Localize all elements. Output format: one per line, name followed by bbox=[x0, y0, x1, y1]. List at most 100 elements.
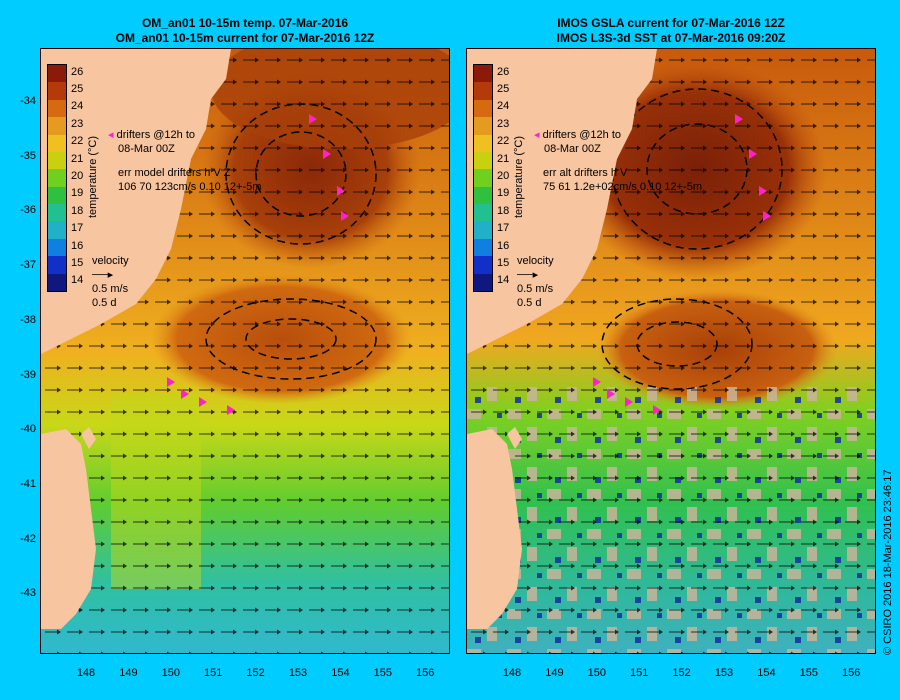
left-velocity-scale: 0.5 m/s bbox=[92, 283, 129, 295]
left-colorbar-swatch bbox=[48, 221, 66, 239]
latitude-tick-label: -41 bbox=[20, 477, 36, 490]
left-colorbar-swatch bbox=[48, 134, 66, 152]
left-colorbar-swatch bbox=[48, 169, 66, 187]
right-longitude-tick-label: 148 bbox=[502, 667, 522, 679]
latitude-tick-label: -34 bbox=[20, 95, 36, 107]
right-drifter-tracks bbox=[593, 114, 771, 415]
right-land-mainland bbox=[467, 49, 657, 354]
right-drifter-legend: ◂ drifters @12h to 08-Mar 00Z bbox=[534, 129, 622, 155]
right-colorbar-label: 15 bbox=[497, 256, 510, 269]
right-colorbar-swatch bbox=[474, 169, 492, 187]
right-title-line1: IMOS GSLA current for 07-Mar-2016 12Z bbox=[557, 16, 785, 30]
right-colorbar-label: 18 bbox=[497, 204, 510, 217]
right-velocity-label: velocity bbox=[517, 255, 554, 267]
right-velocity-arrow: ──▸ bbox=[517, 269, 539, 281]
right-colorbar-swatch bbox=[474, 221, 492, 239]
right-colorbar-swatch bbox=[474, 273, 492, 291]
left-colorbar-label: 22 bbox=[71, 135, 84, 148]
left-colorbar bbox=[47, 64, 67, 292]
latitude-tick-label: -40 bbox=[20, 423, 36, 436]
right-map-panel bbox=[466, 48, 876, 654]
left-colorbar-swatch bbox=[48, 186, 66, 205]
left-colorbar-swatch bbox=[48, 273, 66, 291]
latitude-tick-label: -39 bbox=[20, 368, 36, 381]
right-colorbar-label: 23 bbox=[497, 117, 510, 130]
right-colorbar-swatch bbox=[474, 238, 492, 257]
left-longitude-tick-label: 154 bbox=[331, 667, 350, 679]
left-longitude-tick-label: 153 bbox=[288, 667, 308, 679]
right-colorbar-label: 14 bbox=[497, 274, 510, 287]
left-colorbar-label: 21 bbox=[71, 152, 84, 165]
left-colorbar-swatch bbox=[48, 151, 66, 170]
right-longitude-tick-label: 156 bbox=[842, 667, 861, 679]
right-longitude-tick-label: 149 bbox=[545, 667, 564, 679]
left-longitude-tick-label: 148 bbox=[76, 667, 96, 679]
right-drifters-label-1: drifters @12h to bbox=[542, 129, 622, 141]
left-colorbar-swatch bbox=[48, 99, 66, 118]
left-map-panel bbox=[40, 48, 450, 654]
right-colorbar-label: 22 bbox=[497, 135, 510, 148]
left-longitude-tick-label: 151 bbox=[204, 667, 223, 679]
left-drifter-tracks bbox=[167, 114, 349, 415]
left-colorbar-label: 17 bbox=[71, 222, 84, 235]
right-longitude-tick-label: 150 bbox=[587, 667, 606, 679]
right-longitude-tick-label: 154 bbox=[757, 667, 776, 679]
latitude-tick-label: -35 bbox=[20, 149, 36, 162]
left-colorbar-swatch bbox=[48, 204, 66, 222]
left-colorbar-swatch bbox=[48, 82, 66, 100]
left-land-tasmania bbox=[41, 429, 96, 629]
left-title-line2: OM_an01 10-15m current for 07-Mar-2016 1… bbox=[115, 31, 375, 45]
left-colorbar-title: temperature (°C) bbox=[87, 135, 99, 218]
left-longitude-tick-label: 152 bbox=[246, 667, 265, 679]
left-colorbar-label: 18 bbox=[71, 204, 84, 217]
left-colorbar-swatch bbox=[48, 238, 66, 257]
left-error-legend: err model drifters h V Z 106 70 123cm/s … bbox=[118, 166, 261, 194]
left-colorbar-label: 19 bbox=[71, 187, 84, 200]
right-colorbar-swatch bbox=[474, 134, 492, 152]
right-colorbar-swatch bbox=[474, 204, 492, 222]
left-longitude-tick-label: 150 bbox=[161, 667, 180, 679]
left-longitude-tick-label: 149 bbox=[119, 667, 138, 679]
left-colorbar-label: 25 bbox=[71, 83, 84, 96]
left-colorbar-swatch bbox=[48, 65, 66, 83]
right-map-svg bbox=[467, 49, 875, 653]
right-colorbar-swatch bbox=[474, 82, 492, 100]
right-colorbar-label: 16 bbox=[497, 239, 510, 252]
left-velocity-legend: velocity ──▸ 0.5 m/s 0.5 d bbox=[92, 254, 129, 310]
right-longitude-tick-label: 152 bbox=[672, 667, 691, 679]
left-colorbar-swatch bbox=[48, 256, 66, 274]
right-longitude-tick-label: 155 bbox=[799, 667, 818, 679]
left-colorbar-label: 16 bbox=[71, 239, 84, 252]
left-longitude-tick-label: 156 bbox=[416, 667, 435, 679]
right-panel-title: IMOS GSLA current for 07-Mar-2016 12Z IM… bbox=[466, 16, 876, 46]
right-colorbar-label: 20 bbox=[497, 170, 510, 182]
left-drifters-label-2: 08-Mar 00Z bbox=[118, 143, 175, 155]
right-colorbar bbox=[473, 64, 493, 292]
left-panel-title: OM_an01 10-15m temp. 07-Mar-2016 OM_an01… bbox=[40, 16, 450, 46]
left-drifters-label-1: drifters @12h to bbox=[116, 129, 196, 141]
right-colorbar-title: temperature (°C) bbox=[513, 135, 525, 218]
left-land-mainland bbox=[41, 49, 231, 354]
left-velocity-label: velocity bbox=[92, 255, 129, 267]
left-drifter-legend: ◂ drifters @12h to 08-Mar 00Z bbox=[108, 129, 196, 155]
right-error-legend: err alt drifters h V 75 61 1.2e+02cm/s 0… bbox=[543, 166, 702, 194]
right-land-tasmania bbox=[467, 429, 522, 629]
right-colorbar-label: 26 bbox=[497, 65, 510, 78]
latitude-tick-label: -38 bbox=[20, 313, 36, 326]
right-longitude-tick-label: 151 bbox=[630, 667, 649, 679]
left-err-line1: err model drifters h V Z bbox=[118, 167, 231, 179]
left-velocity-days: 0.5 d bbox=[92, 297, 117, 309]
right-err-line1: err alt drifters h V bbox=[543, 167, 628, 179]
left-velocity-arrow: ──▸ bbox=[92, 269, 114, 281]
latitude-tick-label: -43 bbox=[20, 587, 36, 600]
right-velocity-scale: 0.5 m/s bbox=[517, 283, 554, 295]
right-colorbar-swatch bbox=[474, 256, 492, 274]
right-colorbar-swatch bbox=[474, 99, 492, 118]
left-err-line2: 106 70 123cm/s 0.10 12+-5m bbox=[118, 181, 262, 193]
left-colorbar-swatch bbox=[48, 117, 66, 135]
right-colorbar-label: 21 bbox=[497, 152, 510, 165]
left-colorbar-label: 26 bbox=[71, 65, 84, 78]
left-colorbar-label: 24 bbox=[71, 100, 84, 113]
right-colorbar-label: 25 bbox=[497, 83, 510, 96]
right-drifters-label-2: 08-Mar 00Z bbox=[544, 143, 601, 155]
